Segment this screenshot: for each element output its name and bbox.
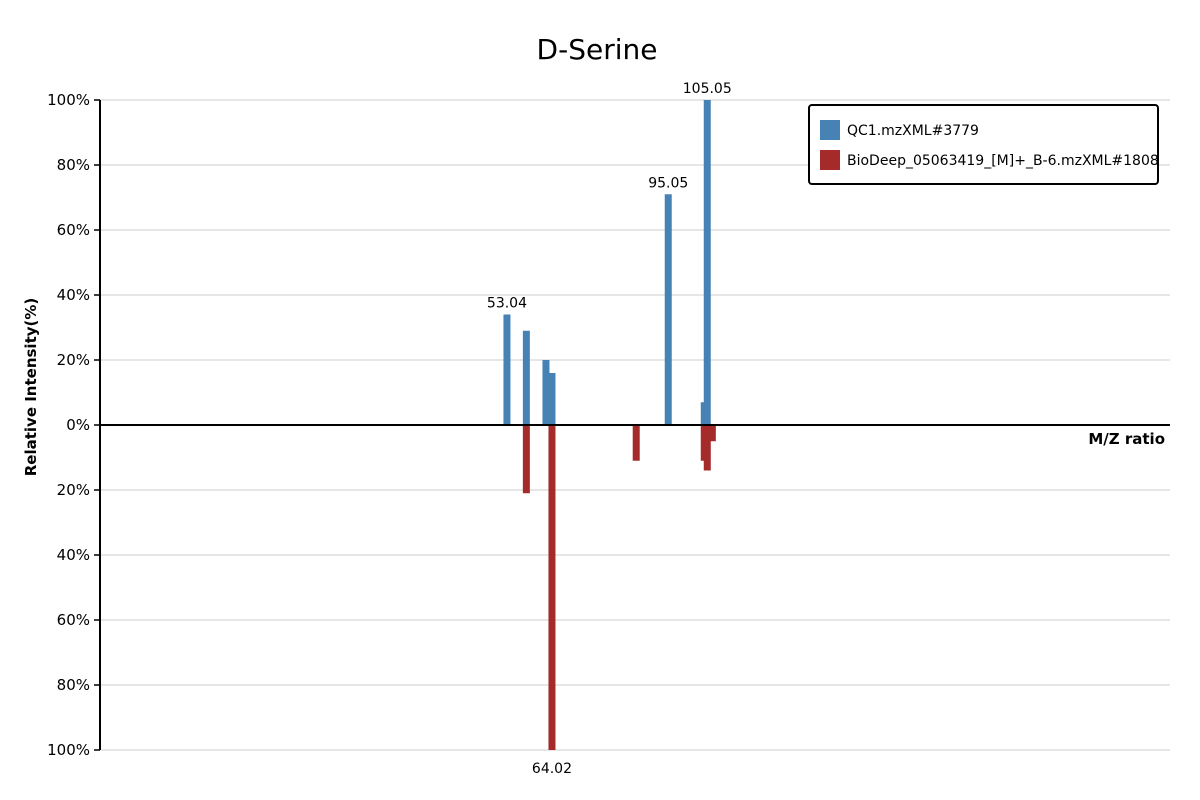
y-tick-label: 60% <box>57 221 90 239</box>
y-tick-label: 80% <box>57 156 90 174</box>
biodeep-peak-bar <box>522 425 530 494</box>
data-labels: 53.04 95.05 105.05 64.02 <box>487 81 732 777</box>
y-tick-label: 40% <box>57 286 90 304</box>
y-axis-ticks: 100% 80% 60% 40% 20% 0% 20% 40% 60% 80% 100% <box>47 91 100 759</box>
biodeep-peak-bar <box>548 425 556 750</box>
y-axis-label: Relative Intensity(%) <box>22 298 40 477</box>
qc1-peak-bar <box>548 373 556 425</box>
y-tick-label: 60% <box>57 611 90 629</box>
y-tick-label: 100% <box>47 741 90 759</box>
x-axis-label: M/Z ratio <box>1088 430 1165 448</box>
y-tick-label: 80% <box>57 676 90 694</box>
y-tick-label: 20% <box>57 481 90 499</box>
biodeep-peak-bar <box>708 425 716 442</box>
legend: QC1.mzXML#3779 BioDeep_05063419_[M]+_B-6… <box>808 104 1159 185</box>
peak-label: 64.02 <box>532 761 572 777</box>
biodeep-peak-bar <box>703 425 711 471</box>
y-tick-label: 0% <box>66 416 90 434</box>
biodeep-peak-bar <box>632 425 640 461</box>
qc1-peak-bar <box>503 314 511 425</box>
peak-label: 53.04 <box>487 296 527 312</box>
peak-label: 105.05 <box>683 81 732 97</box>
axes <box>99 100 1170 750</box>
y-tick-label: 20% <box>57 351 90 369</box>
qc1-peak-bar <box>664 194 672 425</box>
legend-box <box>808 104 1159 185</box>
legend-label-qc1: QC1.mzXML#3779 <box>847 123 979 139</box>
bars <box>503 100 716 750</box>
peak-label: 95.05 <box>648 175 688 191</box>
y-tick-label: 40% <box>57 546 90 564</box>
legend-swatch-qc1 <box>820 120 840 140</box>
legend-label-biodeep: BioDeep_05063419_[M]+_B-6.mzXML#1808 <box>847 153 1159 169</box>
y-tick-label: 100% <box>47 91 90 109</box>
chart-title: D-Serine <box>537 33 658 66</box>
qc1-peak-bar <box>542 360 550 425</box>
grid-lines <box>100 99 1170 751</box>
qc1-peak-bar <box>522 330 530 425</box>
qc1-peak-bar <box>703 100 711 425</box>
legend-swatch-biodeep <box>820 150 840 170</box>
